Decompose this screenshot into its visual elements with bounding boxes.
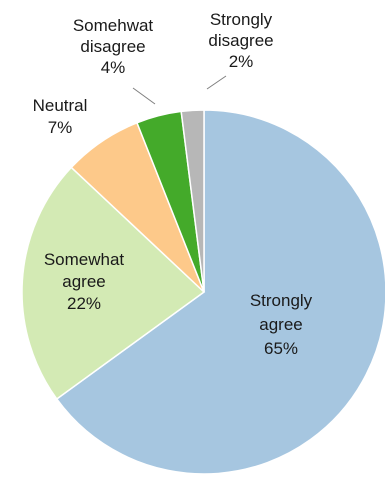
slice-value-label: 2% (229, 52, 254, 71)
slice-category-line: agree (259, 315, 302, 334)
slice-value-label: 4% (101, 58, 126, 77)
slice-category-line: disagree (208, 31, 273, 50)
slice-label-neutral: Neutral 7% (33, 96, 88, 137)
slice-label-somehwat-disagree: Somehwat disagree 4% (73, 16, 154, 77)
pie-slice-somewhat-agree (21, 166, 206, 401)
slice-label-strongly-disagree: Strongly disagree 2% (208, 10, 273, 71)
pie-slice-strongly-agree (55, 109, 385, 475)
leader-line-somehwat-disagree (132, 87, 156, 105)
slice-value-label: 22% (67, 294, 101, 313)
slice-category-line: Strongly (210, 10, 273, 29)
pie-slice-strongly-disagree (180, 109, 205, 293)
leader-lines (132, 75, 227, 105)
slice-labels: Strongly agree 65% Somewhat agree 22% Neutral 7… (33, 10, 313, 358)
slice-category-line: agree (62, 272, 105, 291)
slice-category-line: Neutral (33, 96, 88, 115)
pie-slices (21, 109, 385, 475)
slice-category-line: Somehwat (73, 16, 154, 35)
slice-label-somewhat-agree: Somewhat agree 22% (44, 250, 125, 313)
slice-value-label: 65% (264, 339, 298, 358)
slice-category-line: Strongly (250, 291, 313, 310)
slice-category-line: disagree (80, 37, 145, 56)
leader-line-strongly-disagree (206, 75, 227, 90)
slice-label-strongly-agree: Strongly agree 65% (250, 291, 313, 358)
slice-category-line: Somewhat (44, 250, 125, 269)
slice-value-label: 7% (48, 118, 73, 137)
